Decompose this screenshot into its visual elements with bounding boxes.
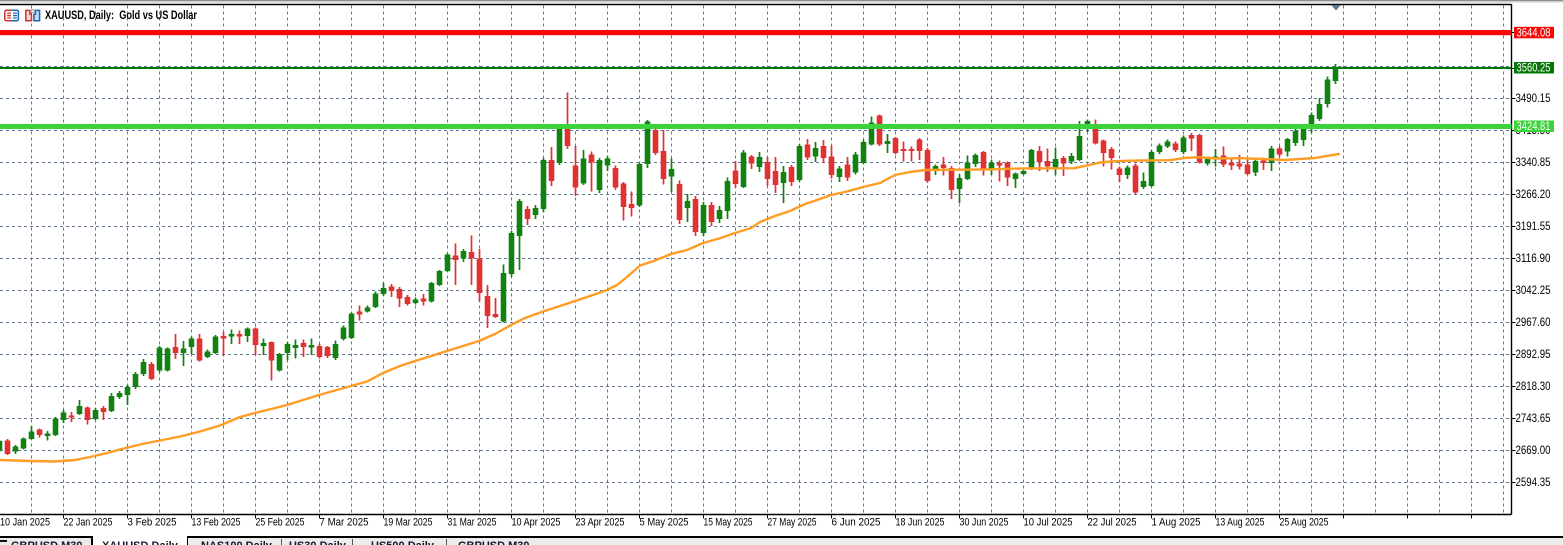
svg-text:2818.30: 2818.30 <box>1516 381 1551 393</box>
svg-text:25 Feb 2025: 25 Feb 2025 <box>256 517 305 529</box>
svg-text:31 Mar 2025: 31 Mar 2025 <box>448 517 497 529</box>
svg-text:15 May 2025: 15 May 2025 <box>704 517 753 529</box>
svg-text:22 Jul 2025: 22 Jul 2025 <box>1088 517 1137 529</box>
svg-text:10 Jul 2025: 10 Jul 2025 <box>1024 517 1073 529</box>
svg-text:3 Feb 2025: 3 Feb 2025 <box>128 517 177 529</box>
svg-text:25 Aug 2025: 25 Aug 2025 <box>1280 517 1329 529</box>
svg-text:3644.08: 3644.08 <box>1517 27 1551 39</box>
svg-text:10 Apr 2025: 10 Apr 2025 <box>512 517 561 529</box>
svg-text:2594.35: 2594.35 <box>1516 477 1551 489</box>
svg-text:18 Jun 2025: 18 Jun 2025 <box>896 517 945 529</box>
svg-text:19 Mar 2025: 19 Mar 2025 <box>384 517 433 529</box>
svg-text:5 May 2025: 5 May 2025 <box>640 517 689 529</box>
svg-text:3116.90: 3116.90 <box>1516 253 1551 265</box>
svg-text:30 Jun 2025: 30 Jun 2025 <box>960 517 1009 529</box>
svg-text:3560.25: 3560.25 <box>1517 63 1551 75</box>
svg-text:3191.55: 3191.55 <box>1516 221 1551 233</box>
svg-text:27 May 2025: 27 May 2025 <box>768 517 817 529</box>
svg-text:2743.65: 2743.65 <box>1516 413 1551 425</box>
svg-text:3340.85: 3340.85 <box>1516 157 1551 169</box>
svg-text:13 Aug 2025: 13 Aug 2025 <box>1216 517 1265 529</box>
svg-text:13 Feb 2025: 13 Feb 2025 <box>192 517 241 529</box>
svg-text:XAUUSD, Daily: Gold vs US Dol: XAUUSD, Daily: Gold vs US Dollar <box>45 10 197 22</box>
svg-text:22 Jan 2025: 22 Jan 2025 <box>64 517 113 529</box>
svg-text:2967.60: 2967.60 <box>1516 317 1551 329</box>
svg-text:3266.20: 3266.20 <box>1516 189 1551 201</box>
svg-text:3424.81: 3424.81 <box>1517 121 1551 133</box>
svg-text:6 Jun 2025: 6 Jun 2025 <box>832 517 881 529</box>
svg-text:3490.15: 3490.15 <box>1516 93 1551 105</box>
svg-text:7 Mar 2025: 7 Mar 2025 <box>320 517 369 529</box>
svg-text:3042.25: 3042.25 <box>1516 285 1551 297</box>
svg-text:2669.00: 2669.00 <box>1516 445 1551 457</box>
svg-text:1 Aug 2025: 1 Aug 2025 <box>1152 517 1201 529</box>
svg-text:2892.95: 2892.95 <box>1516 349 1551 361</box>
svg-text:10 Jan 2025: 10 Jan 2025 <box>0 517 50 529</box>
svg-text:23 Apr 2025: 23 Apr 2025 <box>576 517 625 529</box>
